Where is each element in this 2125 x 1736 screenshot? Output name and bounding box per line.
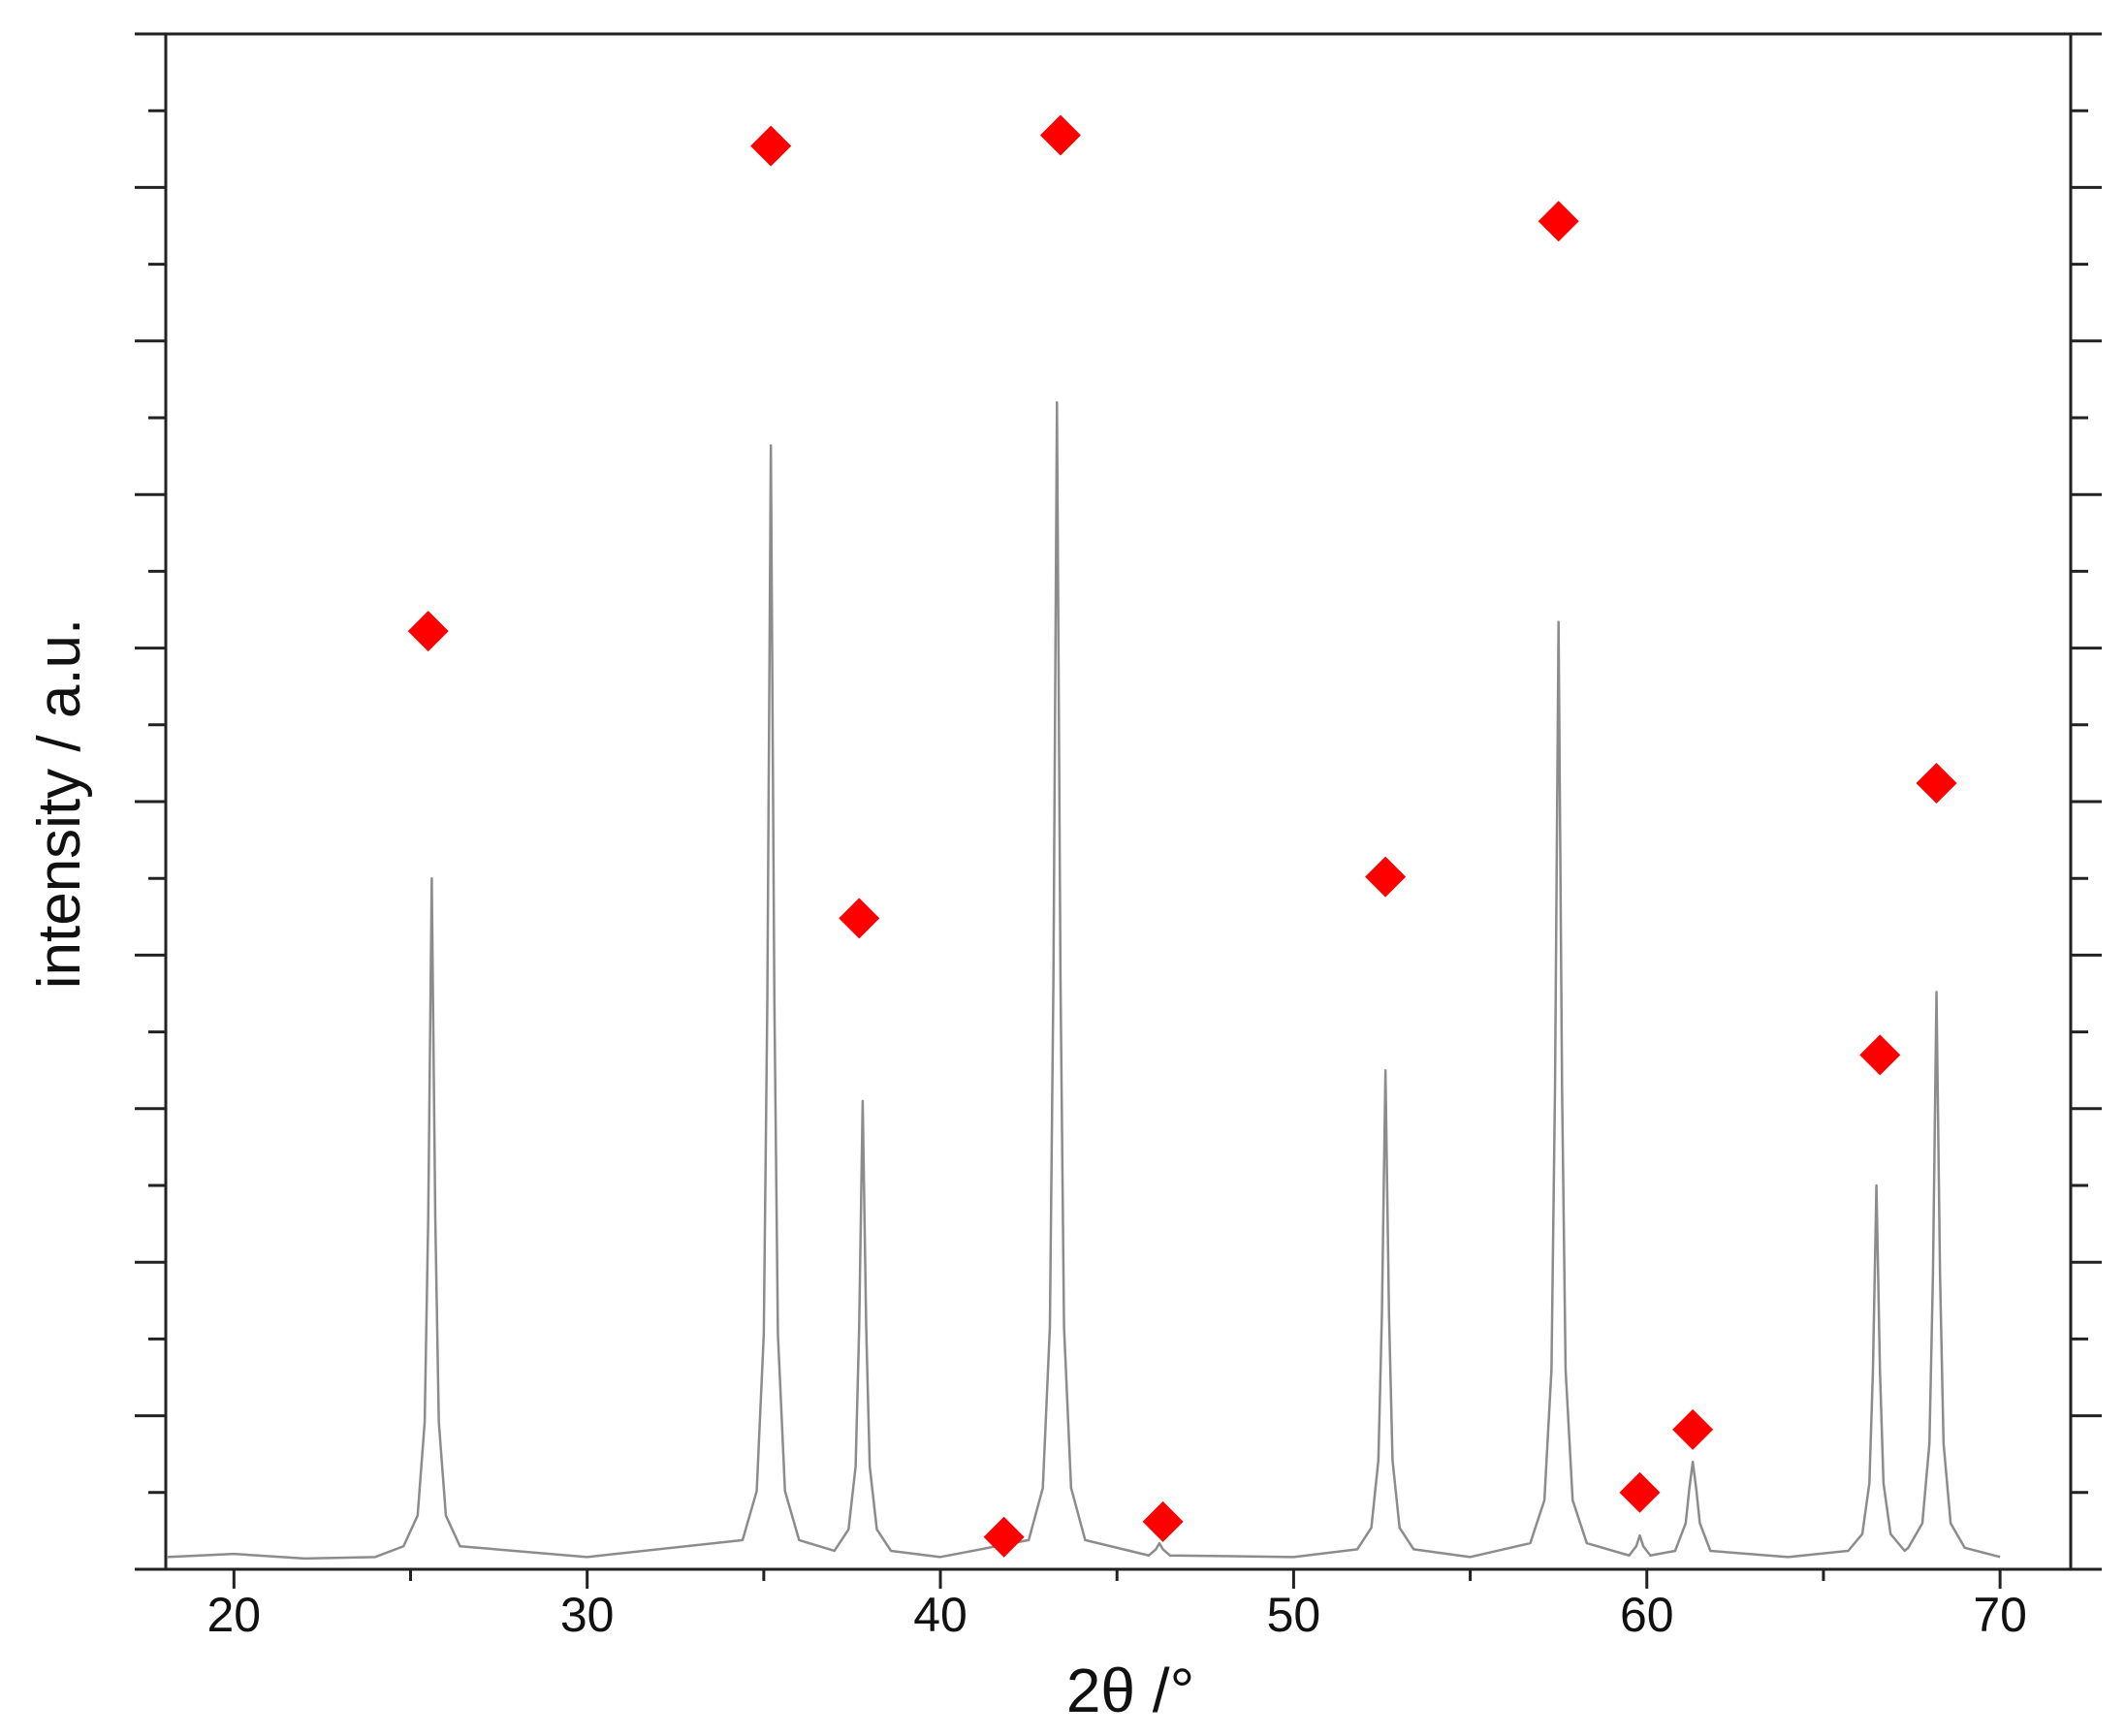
peak-marker [1142,1500,1184,1542]
x-axis-label: 2θ /° [1066,1656,1194,1725]
peak-marker [983,1516,1025,1558]
peak-marker [1619,1471,1661,1513]
y-axis-label: intensity / a.u. [26,618,93,990]
spectrum-line [167,400,2001,1561]
peak-marker [407,611,449,652]
x-tick-label: 70 [1973,1588,2027,1642]
plot-frame [164,32,2073,1571]
peak-marker [839,898,880,939]
peak-marker [1859,1034,1901,1076]
x-tick-label: 50 [1267,1588,1321,1642]
peak-marker [1672,1408,1714,1450]
x-tick-label: 60 [1620,1588,1674,1642]
x-tick-label: 40 [913,1588,967,1642]
peak-marker [1916,762,1957,804]
x-tick-label: 30 [560,1588,615,1642]
peak-marker [1538,201,1579,242]
x-tick-label: 20 [207,1588,262,1642]
peak-marker [1365,856,1407,898]
peak-marker [750,125,792,167]
peak-marker [1039,114,1081,156]
